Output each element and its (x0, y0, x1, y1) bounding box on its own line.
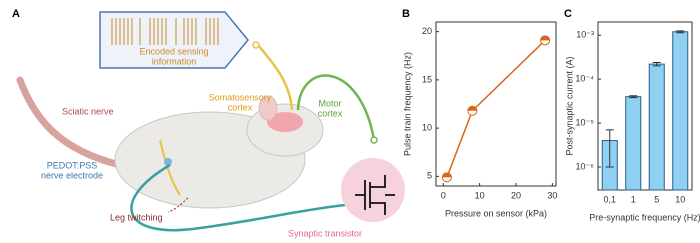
wire-motor (296, 74, 376, 141)
label: Somatosensory (209, 92, 272, 102)
label: Motor (318, 98, 341, 108)
illustration: A Encoded sensing information Somatosens… (12, 8, 405, 238)
label: nerve electrode (41, 170, 103, 180)
wire-out (130, 163, 346, 232)
plot-frame (435, 21, 557, 187)
label: Encoded sensing (139, 46, 208, 56)
x-axis-title: Pressure on sensor (kPa) (445, 208, 547, 218)
error-bar (652, 61, 661, 67)
error-bar (629, 95, 638, 99)
transistor-circle (341, 158, 405, 222)
node (252, 41, 260, 49)
wire-in (257, 44, 294, 111)
transistor-symbol (355, 175, 395, 215)
error-bar (605, 129, 614, 168)
electrode (164, 158, 172, 166)
point-half (467, 106, 477, 111)
ear (258, 95, 278, 121)
label: cortex (318, 108, 343, 118)
y-tick-label: 10⁻⁵ (576, 117, 595, 127)
spikes (111, 18, 219, 45)
bar (625, 96, 642, 191)
panel-label: B (402, 8, 410, 20)
cortex (267, 112, 303, 132)
node (370, 136, 378, 144)
x-tick-label: 5 (654, 194, 659, 204)
x-tick-label: 0,1 (603, 194, 616, 204)
y-axis-title: Post-synaptic current (A) (564, 56, 574, 155)
x-tick-label: 10 (675, 194, 685, 204)
plot-frame (597, 21, 693, 191)
panel-label: C (564, 8, 572, 20)
x-tick-label: 20 (511, 190, 521, 200)
twitch-arrow (167, 197, 189, 213)
line (446, 39, 546, 178)
y-tick-label: 10⁻⁴ (575, 74, 594, 84)
tail (16, 76, 124, 169)
x-tick-label: 0 (441, 190, 446, 200)
y-tick-label: 10⁻³ (576, 30, 594, 40)
y-tick-label: 10 (422, 122, 432, 132)
nerve (159, 139, 181, 196)
y-tick-label: 5 (427, 171, 432, 181)
label: PEDOT:PSS (47, 160, 98, 170)
y-tick-label: 10⁻⁶ (576, 161, 595, 171)
y-axis-title: Pulse train frequency (Hz) (402, 52, 412, 156)
label: Leg twitching (110, 212, 163, 222)
x-tick-label: 1 (631, 194, 636, 204)
point-half (540, 35, 550, 41)
panel-label: A (12, 8, 20, 20)
x-tick-label: 30 (547, 190, 557, 200)
label: cortex (228, 102, 253, 112)
error-bar (676, 30, 685, 34)
x-axis-title: Pre-synaptic frequency (Hz) (589, 212, 700, 222)
y-tick-label: 20 (422, 26, 432, 36)
label: Synaptic transistor (288, 228, 362, 238)
y-tick-label: 15 (422, 74, 432, 84)
label: Sciatic nerve (62, 106, 114, 116)
x-tick-label: 10 (475, 190, 485, 200)
point-half (442, 172, 452, 178)
bar (648, 63, 665, 191)
encoded-box (99, 11, 249, 69)
label: information (152, 56, 197, 66)
bar (672, 31, 689, 191)
